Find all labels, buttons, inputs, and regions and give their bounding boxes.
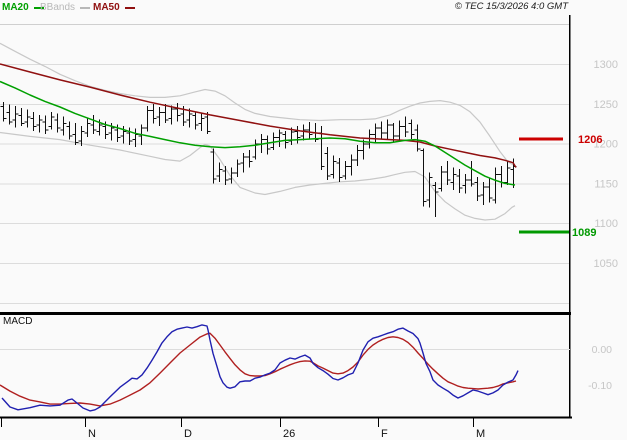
price-axis-label: 1300 [594, 59, 618, 71]
legend-item-ma20[interactable]: MA20 [2, 2, 44, 13]
macd-main-line [1, 324, 519, 412]
indicator-legend: MA20 BBands MA50 [0, 2, 560, 16]
x-axis-label: 26 [283, 428, 295, 440]
bbands-line-swatch [80, 6, 91, 9]
x-axis-label: M [476, 428, 485, 440]
x-axis-label: D [184, 428, 192, 440]
level-label-1089: 1089 [572, 227, 596, 239]
price-axis-label: 1100 [594, 218, 618, 230]
legend-bbands-label: BBands [40, 2, 76, 13]
legend-ma50-label: MA50 [93, 2, 120, 13]
legend-item-ma50[interactable]: MA50 [93, 2, 135, 13]
price-axis-label: 1200 [594, 139, 618, 151]
ma20-line [0, 80, 516, 186]
x-axis-label: F [381, 428, 388, 440]
level-label-1206: 1206 [578, 134, 602, 146]
ma20-line-swatch [33, 6, 44, 9]
macd-separator [0, 312, 571, 315]
price-axis-label: 1150 [594, 178, 618, 190]
x-axis-label: N [88, 428, 96, 440]
price-axis-label: 1050 [594, 258, 618, 270]
legend-ma20-label: MA20 [2, 2, 29, 13]
macd-panel-label: MACD [3, 316, 33, 327]
copyright-timestamp: © TEC 15/3/2026 4:0 GMT [454, 1, 568, 12]
bollinger-lower-band [0, 131, 516, 221]
legend-item-bbands[interactable]: BBands [40, 2, 91, 13]
ma50-line-swatch [124, 6, 135, 9]
ma50-line [0, 63, 517, 168]
macd-axis-label: -0.10 [588, 380, 612, 392]
macd-axis-label: 0.00 [592, 344, 613, 356]
macd-signal-line [0, 332, 517, 407]
price-axis-label: 1250 [594, 99, 618, 111]
